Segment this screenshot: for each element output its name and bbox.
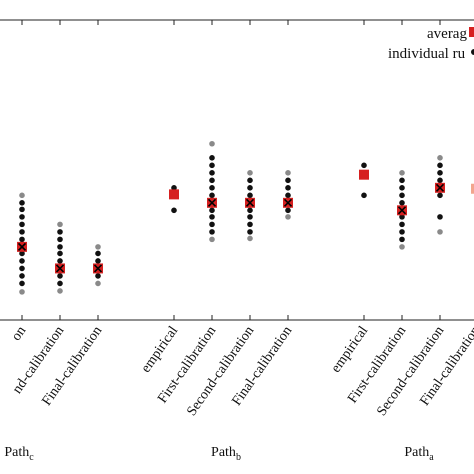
- average-marker: [245, 197, 255, 208]
- individual-run-point: [209, 236, 215, 243]
- individual-run-point: [209, 140, 215, 147]
- individual-run-point: [19, 214, 25, 220]
- data-points: [17, 140, 474, 295]
- individual-run-point: [285, 170, 291, 176]
- individual-run-point: [247, 177, 253, 184]
- individual-run-point: [437, 192, 443, 199]
- group-label: Patha: [404, 445, 434, 463]
- individual-run-point: [399, 236, 405, 243]
- individual-run-point: [209, 221, 215, 228]
- individual-run-point: [247, 229, 253, 235]
- individual-run-point: [57, 258, 63, 264]
- individual-run-point: [399, 177, 405, 184]
- individual-run-point: [19, 221, 25, 228]
- group-label: Pathb: [211, 445, 241, 463]
- group-label: Pathc: [4, 445, 34, 463]
- average-marker: [397, 205, 407, 216]
- legend-entry-individual-runs: individual ru: [388, 46, 466, 62]
- individual-run-point: [57, 273, 63, 279]
- individual-run-point: [361, 162, 367, 169]
- group-labels: Pathc Pathb Patha: [4, 445, 434, 463]
- individual-run-point: [285, 207, 291, 214]
- legend: averag individual ru: [388, 26, 474, 62]
- individual-run-point: [209, 162, 215, 169]
- individual-run-point: [19, 265, 25, 272]
- individual-run-point: [399, 221, 405, 228]
- individual-run-point: [209, 155, 215, 161]
- individual-run-point: [399, 185, 405, 191]
- individual-run-point: [57, 236, 63, 243]
- individual-run-point: [57, 250, 63, 257]
- average-marker: [17, 241, 27, 252]
- legend-marker-individual-runs: [471, 49, 474, 55]
- individual-run-point: [19, 289, 25, 295]
- individual-run-point: [399, 200, 405, 206]
- individual-run-point: [95, 273, 101, 279]
- individual-run-point: [209, 214, 215, 220]
- individual-run-point: [399, 229, 405, 235]
- individual-run-point: [437, 214, 443, 220]
- individual-run-point: [19, 229, 25, 235]
- individual-run-point: [19, 236, 25, 243]
- average-marker: [283, 197, 293, 208]
- individual-run-point: [209, 177, 215, 184]
- individual-run-point: [209, 170, 215, 176]
- plot-axes: [0, 19, 474, 321]
- individual-run-point: [19, 192, 25, 199]
- individual-run-point: [209, 185, 215, 191]
- individual-run-point: [171, 207, 177, 214]
- individual-run-point: [57, 221, 63, 228]
- individual-run-point: [209, 207, 215, 214]
- individual-run-point: [19, 280, 25, 287]
- individual-run-point: [95, 280, 101, 287]
- individual-run-point: [437, 155, 443, 161]
- individual-run-point: [399, 214, 405, 220]
- individual-run-point: [247, 170, 253, 176]
- legend-entry-average: averag: [427, 26, 467, 42]
- individual-run-point: [19, 250, 25, 257]
- average-marker: [359, 169, 369, 180]
- individual-run-point: [247, 221, 253, 228]
- average-marker: [55, 263, 65, 274]
- individual-run-point: [361, 192, 367, 199]
- individual-run-point: [285, 177, 291, 184]
- individual-run-point: [95, 258, 101, 264]
- individual-run-point: [399, 170, 405, 176]
- individual-run-point: [247, 185, 253, 191]
- individual-run-point: [437, 177, 443, 184]
- individual-run-point: [399, 244, 405, 250]
- individual-run-point: [171, 185, 177, 191]
- average-marker: [93, 263, 103, 274]
- individual-run-point: [285, 185, 291, 191]
- individual-run-point: [247, 207, 253, 214]
- individual-run-point: [19, 200, 25, 206]
- individual-run-point: [399, 192, 405, 199]
- individual-run-point: [57, 288, 63, 294]
- individual-run-point: [209, 192, 215, 199]
- average-marker: [435, 182, 445, 193]
- individual-run-point: [437, 229, 443, 235]
- individual-run-point: [57, 229, 63, 235]
- individual-run-point: [437, 170, 443, 176]
- average-marker: [207, 197, 217, 208]
- individual-run-point: [285, 192, 291, 199]
- individual-run-point: [209, 229, 215, 235]
- individual-run-point: [19, 206, 25, 213]
- individual-run-point: [437, 162, 443, 169]
- average-marker: [169, 189, 179, 200]
- individual-run-point: [95, 244, 101, 250]
- average-marker: [471, 183, 474, 194]
- individual-run-point: [247, 214, 253, 220]
- individual-run-point: [285, 214, 291, 220]
- legend-marker-average: [469, 27, 474, 37]
- individual-run-point: [19, 258, 25, 264]
- individual-run-point: [95, 250, 101, 257]
- individual-run-point: [19, 273, 25, 279]
- individual-run-point: [57, 280, 63, 287]
- individual-run-point: [247, 235, 253, 242]
- individual-run-point: [57, 244, 63, 250]
- individual-run-point: [247, 192, 253, 199]
